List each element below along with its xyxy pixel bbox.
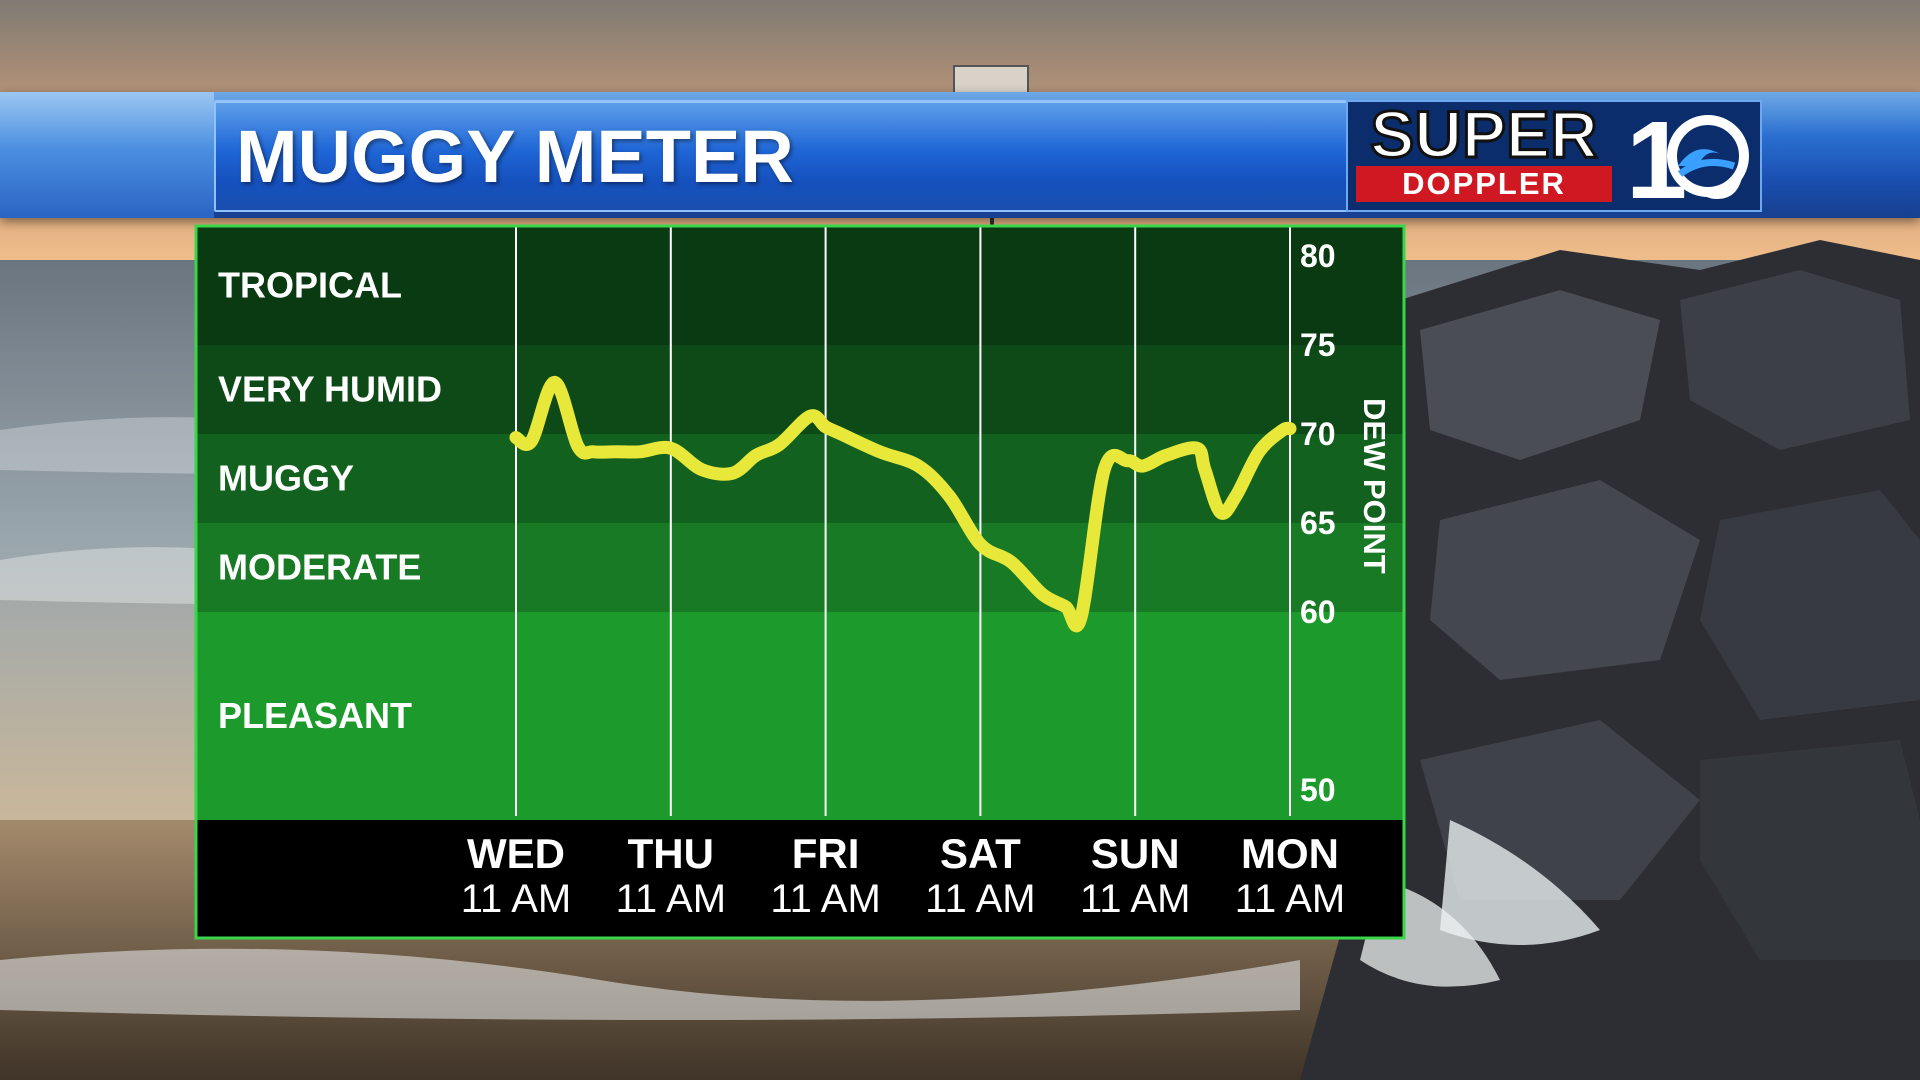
band-label-pleasant: PLEASANT <box>218 695 412 736</box>
y-tick-65: 65 <box>1300 505 1336 541</box>
y-tick-labels: 80 75 70 65 60 50 <box>1300 238 1336 808</box>
x-tick-day-sun: SUN <box>1091 830 1180 877</box>
y-tick-60: 60 <box>1300 594 1336 630</box>
logo-doppler-text: DOPPLER <box>1402 166 1566 201</box>
band-label-muggy: MUGGY <box>218 458 354 499</box>
x-tick-time-sun: 11 AM <box>1080 877 1190 921</box>
day-gridlines <box>515 226 1291 816</box>
x-tick-day-sat: SAT <box>940 830 1021 877</box>
humidity-bands <box>196 226 1404 820</box>
x-tick-time-sat: 11 AM <box>925 877 1035 921</box>
band-labels: TROPICAL VERY HUMID MUGGY MODERATE PLEASANT <box>218 265 442 737</box>
dewpoint-series-line <box>509 375 1297 633</box>
chart-border <box>194 224 1406 940</box>
x-tick-time-thu: 11 AM <box>616 877 726 921</box>
x-tick-day-wed: WED <box>467 830 565 877</box>
y-tick-80: 80 <box>1300 238 1336 274</box>
logo-doppler-box: DOPPLER <box>1356 166 1612 202</box>
x-tick-time-fri: 11 AM <box>770 877 880 921</box>
y-tick-70: 70 <box>1300 416 1336 452</box>
y-tick-75: 75 <box>1300 327 1336 363</box>
y-axis-label: DEW POINT <box>1357 398 1392 574</box>
title-panel <box>214 100 1348 212</box>
x-tick-day-fri: FRI <box>792 830 860 877</box>
page-title: MUGGY METER <box>236 115 794 198</box>
x-tick-day-thu: THU <box>628 830 714 877</box>
band-label-very-humid: VERY HUMID <box>218 369 442 410</box>
banner-left-edge <box>0 92 214 218</box>
band-pleasant <box>196 612 1404 820</box>
logo-ten-wave-icon: 10 <box>1620 104 1754 206</box>
super-doppler-10-logo: SUPER DOPPLER 10 <box>1346 100 1762 212</box>
band-moderate <box>196 523 1404 612</box>
logo-super-text: SUPER <box>1369 97 1599 171</box>
x-tick-day-mon: MON <box>1241 830 1339 877</box>
y-tick-50: 50 <box>1300 772 1336 808</box>
band-tropical <box>196 226 1404 345</box>
x-axis-bar <box>196 820 1404 938</box>
x-tick-time-mon: 11 AM <box>1235 877 1345 921</box>
band-label-tropical: TROPICAL <box>218 265 402 306</box>
band-label-moderate: MODERATE <box>218 547 421 588</box>
x-tick-time-wed: 11 AM <box>461 877 571 921</box>
